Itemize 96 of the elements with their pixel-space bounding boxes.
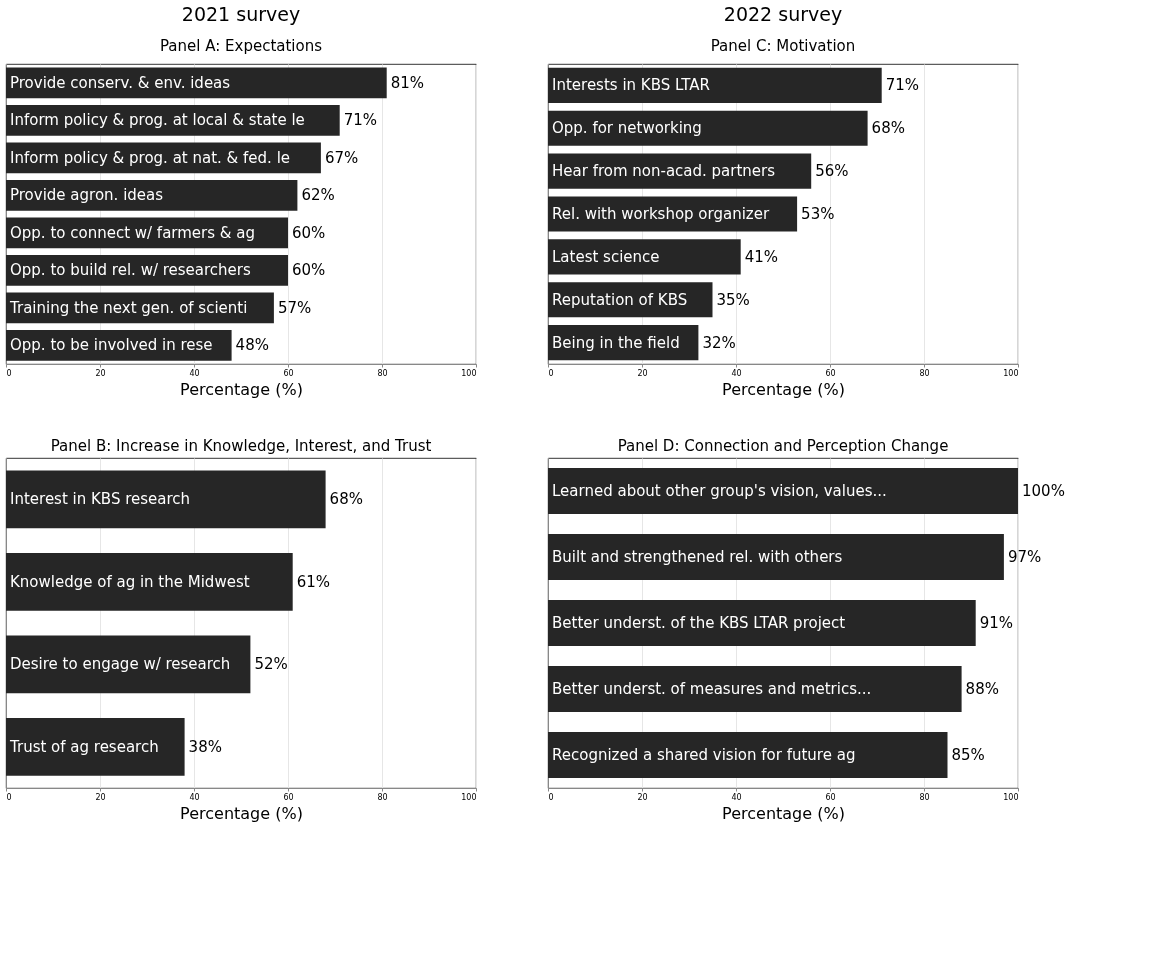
bar <box>6 717 185 776</box>
category-label: Opp. to be involved in rese <box>10 336 213 355</box>
x-tick-label: 20 <box>95 368 106 378</box>
data-label: 60% <box>292 223 326 242</box>
category-label: Opp. to build rel. w/ researchers <box>10 261 251 280</box>
category-label: Opp. to connect w/ farmers & ag <box>10 223 256 242</box>
x-tick-label: 20 <box>95 792 106 802</box>
x-tick-label: 0 <box>548 792 554 802</box>
x-tick-label: 20 <box>637 792 648 802</box>
x-tick-label: 20 <box>637 368 648 378</box>
x-tick-label: 60 <box>825 368 836 378</box>
data-label: 91% <box>979 614 1014 632</box>
category-label: Inform policy & prog. at nat. & fed. le <box>10 148 291 167</box>
text: 2021 survey <box>181 3 301 25</box>
data-label: 53% <box>801 205 835 223</box>
category-label: Better underst. of measures and metrics... <box>552 680 872 698</box>
bar <box>548 110 868 146</box>
x-tick-label: 100 <box>461 792 477 802</box>
data-label: 35% <box>716 290 750 309</box>
data-label: 81% <box>390 73 425 92</box>
x-tick-label: 40 <box>731 368 742 378</box>
data-label: 68% <box>871 119 905 138</box>
data-label: 57% <box>277 298 312 317</box>
category-label: Interest in KBS research <box>10 490 191 509</box>
data-label: 97% <box>1007 548 1042 566</box>
data-label: 100% <box>1022 482 1065 500</box>
x-tick-label: 80 <box>377 368 388 378</box>
x-tick-label: 100 <box>1003 792 1019 802</box>
data-label: 41% <box>744 247 779 266</box>
category-label: Desire to engage w/ research <box>10 655 231 674</box>
bar <box>548 467 1018 515</box>
x-tick-label: 0 <box>548 368 554 378</box>
bar <box>6 635 251 694</box>
category-label: Provide agron. ideas <box>10 186 164 205</box>
category-label: Training the next gen. of scienti <box>10 298 248 317</box>
data-label: 85% <box>951 746 985 764</box>
x-axis-title: Percentage (%) <box>722 803 845 823</box>
category-label: Knowledge of ag in the Midwest <box>10 572 250 591</box>
x-tick-label: 40 <box>189 792 200 802</box>
bar <box>548 533 1004 581</box>
category-label: Rel. with workshop organizer <box>552 205 770 223</box>
x-axis-title: Percentage (%) <box>722 379 845 399</box>
x-tick-label: 60 <box>283 792 294 802</box>
x-tick-label: 60 <box>825 792 836 802</box>
category-label: Provide conserv. & env. ideas <box>10 73 231 92</box>
data-label: 56% <box>815 162 849 181</box>
category-label: Being in the field <box>552 333 680 352</box>
category-label: Reputation of KBS <box>552 290 688 309</box>
chart-title: Panel B: Increase in Knowledge, Interest, and Trust <box>50 437 432 455</box>
data-label: 48% <box>235 336 269 355</box>
bar <box>548 665 962 713</box>
x-tick-label: 100 <box>461 368 477 378</box>
x-tick-label: 80 <box>919 368 930 378</box>
data-label: 32% <box>702 333 736 352</box>
x-tick-label: 40 <box>731 792 742 802</box>
data-label: 88% <box>965 680 999 698</box>
bar <box>6 470 326 529</box>
category-label: Inform policy & prog. at local & state le <box>10 111 305 130</box>
category-label: Opp. for networking <box>552 119 702 138</box>
x-axis-title: Percentage (%) <box>180 803 303 823</box>
data-label: 68% <box>329 490 363 509</box>
bar <box>6 179 298 211</box>
category-label: Better underst. of the KBS LTAR project <box>552 614 846 632</box>
text: 2022 survey <box>723 3 843 25</box>
bar <box>548 731 948 779</box>
x-tick-label: 0 <box>6 368 12 378</box>
category-label: Recognized a shared vision for future ag <box>552 746 856 764</box>
data-label: 38% <box>188 737 222 756</box>
category-label: Built and strengthened rel. with others <box>552 548 843 566</box>
data-label: 52% <box>254 655 288 674</box>
data-label: 67% <box>324 148 359 167</box>
bar <box>548 67 882 103</box>
category-label: Hear from non-acad. partners <box>552 162 776 181</box>
x-tick-label: 60 <box>283 368 294 378</box>
bar <box>548 599 976 647</box>
bar <box>6 67 387 99</box>
x-tick-label: 100 <box>1003 368 1019 378</box>
category-label: Trust of ag research <box>10 737 159 756</box>
category-label: Interests in KBS LTAR <box>552 76 710 95</box>
bar <box>548 239 741 275</box>
data-label: 62% <box>301 186 335 205</box>
data-label: 60% <box>292 261 326 280</box>
x-axis-title: Percentage (%) <box>180 379 303 399</box>
data-label: 61% <box>296 572 331 591</box>
x-tick-label: 0 <box>6 792 12 802</box>
data-label: 71% <box>885 76 920 95</box>
bar <box>6 552 293 611</box>
chart-title: Panel A: Expectations <box>159 37 323 55</box>
chart-title: Panel C: Motivation <box>710 37 856 55</box>
category-label: Learned about other group's vision, values... <box>552 482 887 500</box>
chart-title: Panel D: Connection and Perception Change <box>617 437 949 455</box>
category-label: Latest science <box>552 247 660 266</box>
x-tick-label: 40 <box>189 368 200 378</box>
x-tick-label: 80 <box>377 792 388 802</box>
data-label: 71% <box>343 111 378 130</box>
x-tick-label: 80 <box>919 792 930 802</box>
